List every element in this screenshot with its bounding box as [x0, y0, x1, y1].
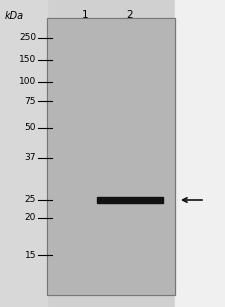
- Text: 2: 2: [127, 10, 133, 20]
- Text: 15: 15: [25, 251, 36, 259]
- Text: 50: 50: [25, 123, 36, 133]
- Text: 150: 150: [19, 56, 36, 64]
- Text: kDa: kDa: [5, 11, 24, 21]
- Bar: [175, 0, 225, 307]
- Text: 20: 20: [25, 213, 36, 223]
- Text: 75: 75: [25, 96, 36, 106]
- Bar: [97, 197, 163, 203]
- Text: 37: 37: [25, 154, 36, 162]
- Text: 1: 1: [82, 10, 88, 20]
- Text: 25: 25: [25, 196, 36, 204]
- Bar: [47, 18, 175, 295]
- Bar: [0, 0, 47, 307]
- Bar: [47, 18, 175, 295]
- Text: 250: 250: [19, 33, 36, 42]
- Text: 100: 100: [19, 77, 36, 87]
